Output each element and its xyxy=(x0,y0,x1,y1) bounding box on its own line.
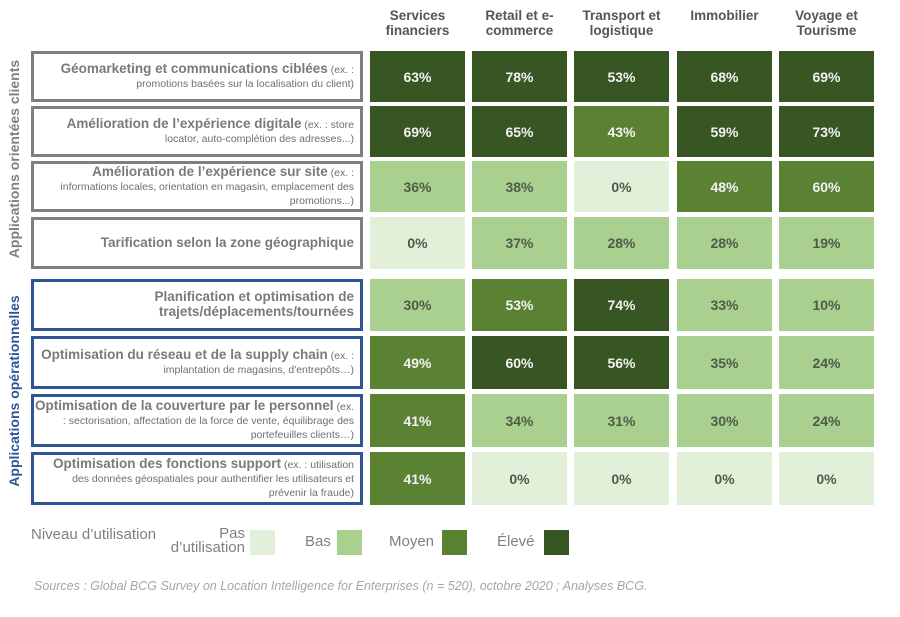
row-label-text: Optimisation du réseau et de la supply c… xyxy=(34,348,354,377)
heatmap-cell: 19% xyxy=(779,217,874,269)
row-detail: (ex. : implantation de magasins, d'entre… xyxy=(163,350,354,376)
column-header: Retail et e-commerce xyxy=(485,8,554,38)
row-title: Amélioration de l’expérience sur site xyxy=(92,164,328,179)
row-label: Optimisation du réseau et de la supply c… xyxy=(31,336,363,389)
row-title: Optimisation de la couverture par le per… xyxy=(34,398,334,413)
row-detail: (ex. : utilisation des données géospatia… xyxy=(72,459,354,499)
row-label-text: Amélioration de l’expérience sur site (e… xyxy=(34,165,354,208)
heatmap-cell: 49% xyxy=(370,336,465,389)
heatmap-cell: 28% xyxy=(677,217,772,269)
row-title: Optimisation des fonctions support xyxy=(53,456,282,471)
heatmap-cell: 73% xyxy=(779,106,874,157)
heatmap-cell: 41% xyxy=(370,394,465,447)
heatmap-cell: 10% xyxy=(779,279,874,331)
legend-swatch xyxy=(442,530,467,555)
heatmap-cell: 0% xyxy=(574,452,669,505)
row-label: Tarification selon la zone géographique xyxy=(31,217,363,269)
heatmap-cell: 30% xyxy=(370,279,465,331)
column-header: Transport et logistique xyxy=(582,8,661,38)
row-detail: (ex. : promotions basées sur la localisa… xyxy=(136,64,354,90)
heatmap-cell: 38% xyxy=(472,161,567,212)
column-header: Immobilier xyxy=(690,8,759,23)
legend-swatch xyxy=(250,530,275,555)
row-label: Optimisation de la couverture par le per… xyxy=(31,394,363,447)
heatmap-cell: 0% xyxy=(370,217,465,269)
heatmap-cell: 0% xyxy=(574,161,669,212)
row-label-text: Optimisation de la couverture par le per… xyxy=(34,399,354,442)
heatmap-cell: 60% xyxy=(779,161,874,212)
heatmap-cell: 69% xyxy=(370,106,465,157)
heatmap-cell: 59% xyxy=(677,106,772,157)
row-label-text: Amélioration de l’expérience digitale (e… xyxy=(34,117,354,146)
row-label-text: Tarification selon la zone géographique xyxy=(34,234,354,251)
heatmap-cell: 63% xyxy=(370,51,465,102)
heatmap-cell: 37% xyxy=(472,217,567,269)
row-label-text: Planification et optimisation de trajets… xyxy=(34,290,354,320)
row-title: Tarification selon la zone géographique xyxy=(100,234,354,250)
heatmap-cell: 43% xyxy=(574,106,669,157)
heatmap-cell: 24% xyxy=(779,336,874,389)
heatmap-cell: 24% xyxy=(779,394,874,447)
row-label: Géomarketing et communications ciblées (… xyxy=(31,51,363,102)
heatmap-cell: 33% xyxy=(677,279,772,331)
heatmap-cell: 78% xyxy=(472,51,567,102)
heatmap-cell: 35% xyxy=(677,336,772,389)
row-title: Optimisation du réseau et de la supply c… xyxy=(41,347,328,362)
row-title: Géomarketing et communications ciblées xyxy=(60,61,328,76)
row-label-text: Géomarketing et communications ciblées (… xyxy=(34,62,354,91)
row-label: Optimisation des fonctions support (ex. … xyxy=(31,452,363,505)
heatmap-cell: 48% xyxy=(677,161,772,212)
heatmap-cell: 31% xyxy=(574,394,669,447)
heatmap-cell: 65% xyxy=(472,106,567,157)
row-label: Amélioration de l’expérience sur site (e… xyxy=(31,161,363,212)
row-detail: (ex. : informations locales, orientation… xyxy=(60,167,354,207)
heatmap-cell: 34% xyxy=(472,394,567,447)
heatmap-cell: 60% xyxy=(472,336,567,389)
row-label: Planification et optimisation de trajets… xyxy=(31,279,363,331)
heatmap-cell: 74% xyxy=(574,279,669,331)
legend-swatch xyxy=(544,530,569,555)
heatmap-cell: 36% xyxy=(370,161,465,212)
heatmap-cell: 68% xyxy=(677,51,772,102)
row-label-text: Optimisation des fonctions support (ex. … xyxy=(34,457,354,500)
group-label: Applications opérationnelles xyxy=(6,295,22,487)
legend-label: Moyen xyxy=(389,533,435,550)
heatmap-cell: 0% xyxy=(677,452,772,505)
heatmap-cell: 53% xyxy=(472,279,567,331)
row-title: Amélioration de l’expérience digitale xyxy=(66,116,302,131)
heatmap-cell: 69% xyxy=(779,51,874,102)
source-note: Sources : Global BCG Survey on Location … xyxy=(34,579,648,593)
heatmap-cell: 28% xyxy=(574,217,669,269)
heatmap-cell: 56% xyxy=(574,336,669,389)
legend-label: Bas xyxy=(305,533,331,550)
heatmap-cell: 0% xyxy=(779,452,874,505)
row-detail: (ex. : sectorisation, affectation de la … xyxy=(62,401,354,441)
heatmap-cell: 41% xyxy=(370,452,465,505)
column-header: Services financiers xyxy=(385,8,450,38)
group-label: Applications orientées clients xyxy=(6,59,22,259)
heatmap-cell: 0% xyxy=(472,452,567,505)
column-header: Voyage et Tourisme xyxy=(795,8,858,38)
row-label: Amélioration de l’expérience digitale (e… xyxy=(31,106,363,157)
legend-label: Pas d’utilisation xyxy=(170,525,245,556)
legend-label: Élevé xyxy=(497,533,535,550)
heatmap-cell: 53% xyxy=(574,51,669,102)
row-detail: (ex. : store locator, auto-complétion de… xyxy=(164,119,354,145)
heatmap-cell: 30% xyxy=(677,394,772,447)
legend-swatch xyxy=(337,530,362,555)
row-title: Planification et optimisation de trajets… xyxy=(154,289,354,319)
legend-title: Niveau d’utilisation xyxy=(31,526,157,543)
